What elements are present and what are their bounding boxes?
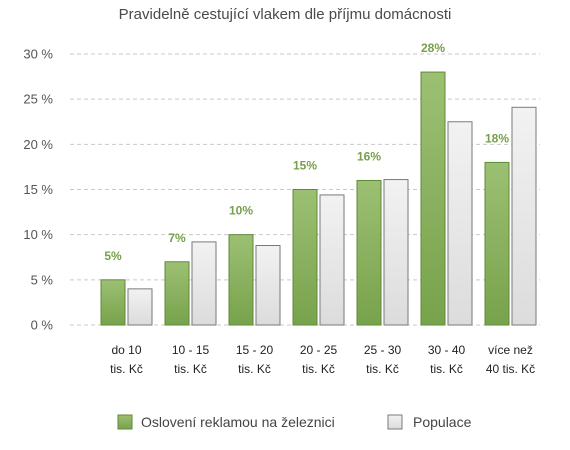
bar-populace <box>447 121 473 326</box>
legend-swatch <box>117 414 133 430</box>
bar-populace <box>191 241 217 326</box>
x-tick-label: 25 - 30 <box>364 343 402 357</box>
x-tick-label: 15 - 20 <box>236 343 274 357</box>
y-tick-label: 30 % <box>23 47 53 62</box>
y-tick-label: 25 % <box>23 92 53 107</box>
data-label: 10% <box>229 204 253 218</box>
bar-osloveni <box>484 161 510 326</box>
data-label: 18% <box>485 131 509 145</box>
legend-label: Populace <box>413 414 472 430</box>
x-tick-label: tis. Kč <box>366 362 399 376</box>
x-tick-label: tis. Kč <box>174 362 207 376</box>
bar-populace <box>511 106 537 326</box>
x-tick-label: 10 - 15 <box>172 343 210 357</box>
bar-osloveni <box>420 71 446 326</box>
bar-populace <box>255 245 281 326</box>
y-tick-label: 20 % <box>23 137 53 152</box>
data-labels: 5% 7% 10% 15% 16% 28% 18% <box>104 41 509 263</box>
x-tick-label: tis. Kč <box>238 362 271 376</box>
bar-osloveni <box>164 261 190 326</box>
bars <box>100 71 537 326</box>
x-tick-label: tis. Kč <box>430 362 463 376</box>
data-label: 28% <box>421 41 445 55</box>
bar-osloveni <box>356 179 382 326</box>
legend: Oslovení reklamou na železnici Populace <box>117 414 472 430</box>
chart-title: Pravidelně cestující vlakem dle příjmu d… <box>119 6 452 23</box>
data-label: 5% <box>104 249 122 263</box>
x-tick-label: do 10 <box>111 343 141 357</box>
data-label: 16% <box>357 149 381 163</box>
legend-label: Oslovení reklamou na železnici <box>141 414 335 430</box>
legend-swatch <box>387 414 403 430</box>
y-tick-label: 10 % <box>23 227 53 242</box>
bar-osloveni <box>100 279 126 326</box>
bar-osloveni <box>228 234 254 326</box>
bar-populace <box>319 194 345 326</box>
x-tick-label: 20 - 25 <box>300 343 338 357</box>
y-axis-tick-labels: 0 % 5 % 10 % 15 % 20 % 25 % 30 % <box>23 47 53 333</box>
x-tick-label: více než <box>488 343 533 357</box>
data-label: 7% <box>168 231 186 245</box>
data-label: 15% <box>293 159 317 173</box>
bar-populace <box>127 288 153 326</box>
x-tick-label: 40 tis. Kč <box>486 362 535 376</box>
y-tick-label: 0 % <box>31 318 54 333</box>
x-tick-label: tis. Kč <box>302 362 335 376</box>
x-tick-label: 30 - 40 <box>428 343 466 357</box>
x-axis-tick-labels: do 10 tis. Kč 10 - 15 tis. Kč 15 - 20 tis. Kč… <box>110 343 535 376</box>
x-tick-label: tis. Kč <box>110 362 143 376</box>
bar-populace <box>383 179 409 326</box>
y-tick-label: 15 % <box>23 182 53 197</box>
bar-osloveni <box>292 189 318 326</box>
y-tick-label: 5 % <box>31 272 54 287</box>
